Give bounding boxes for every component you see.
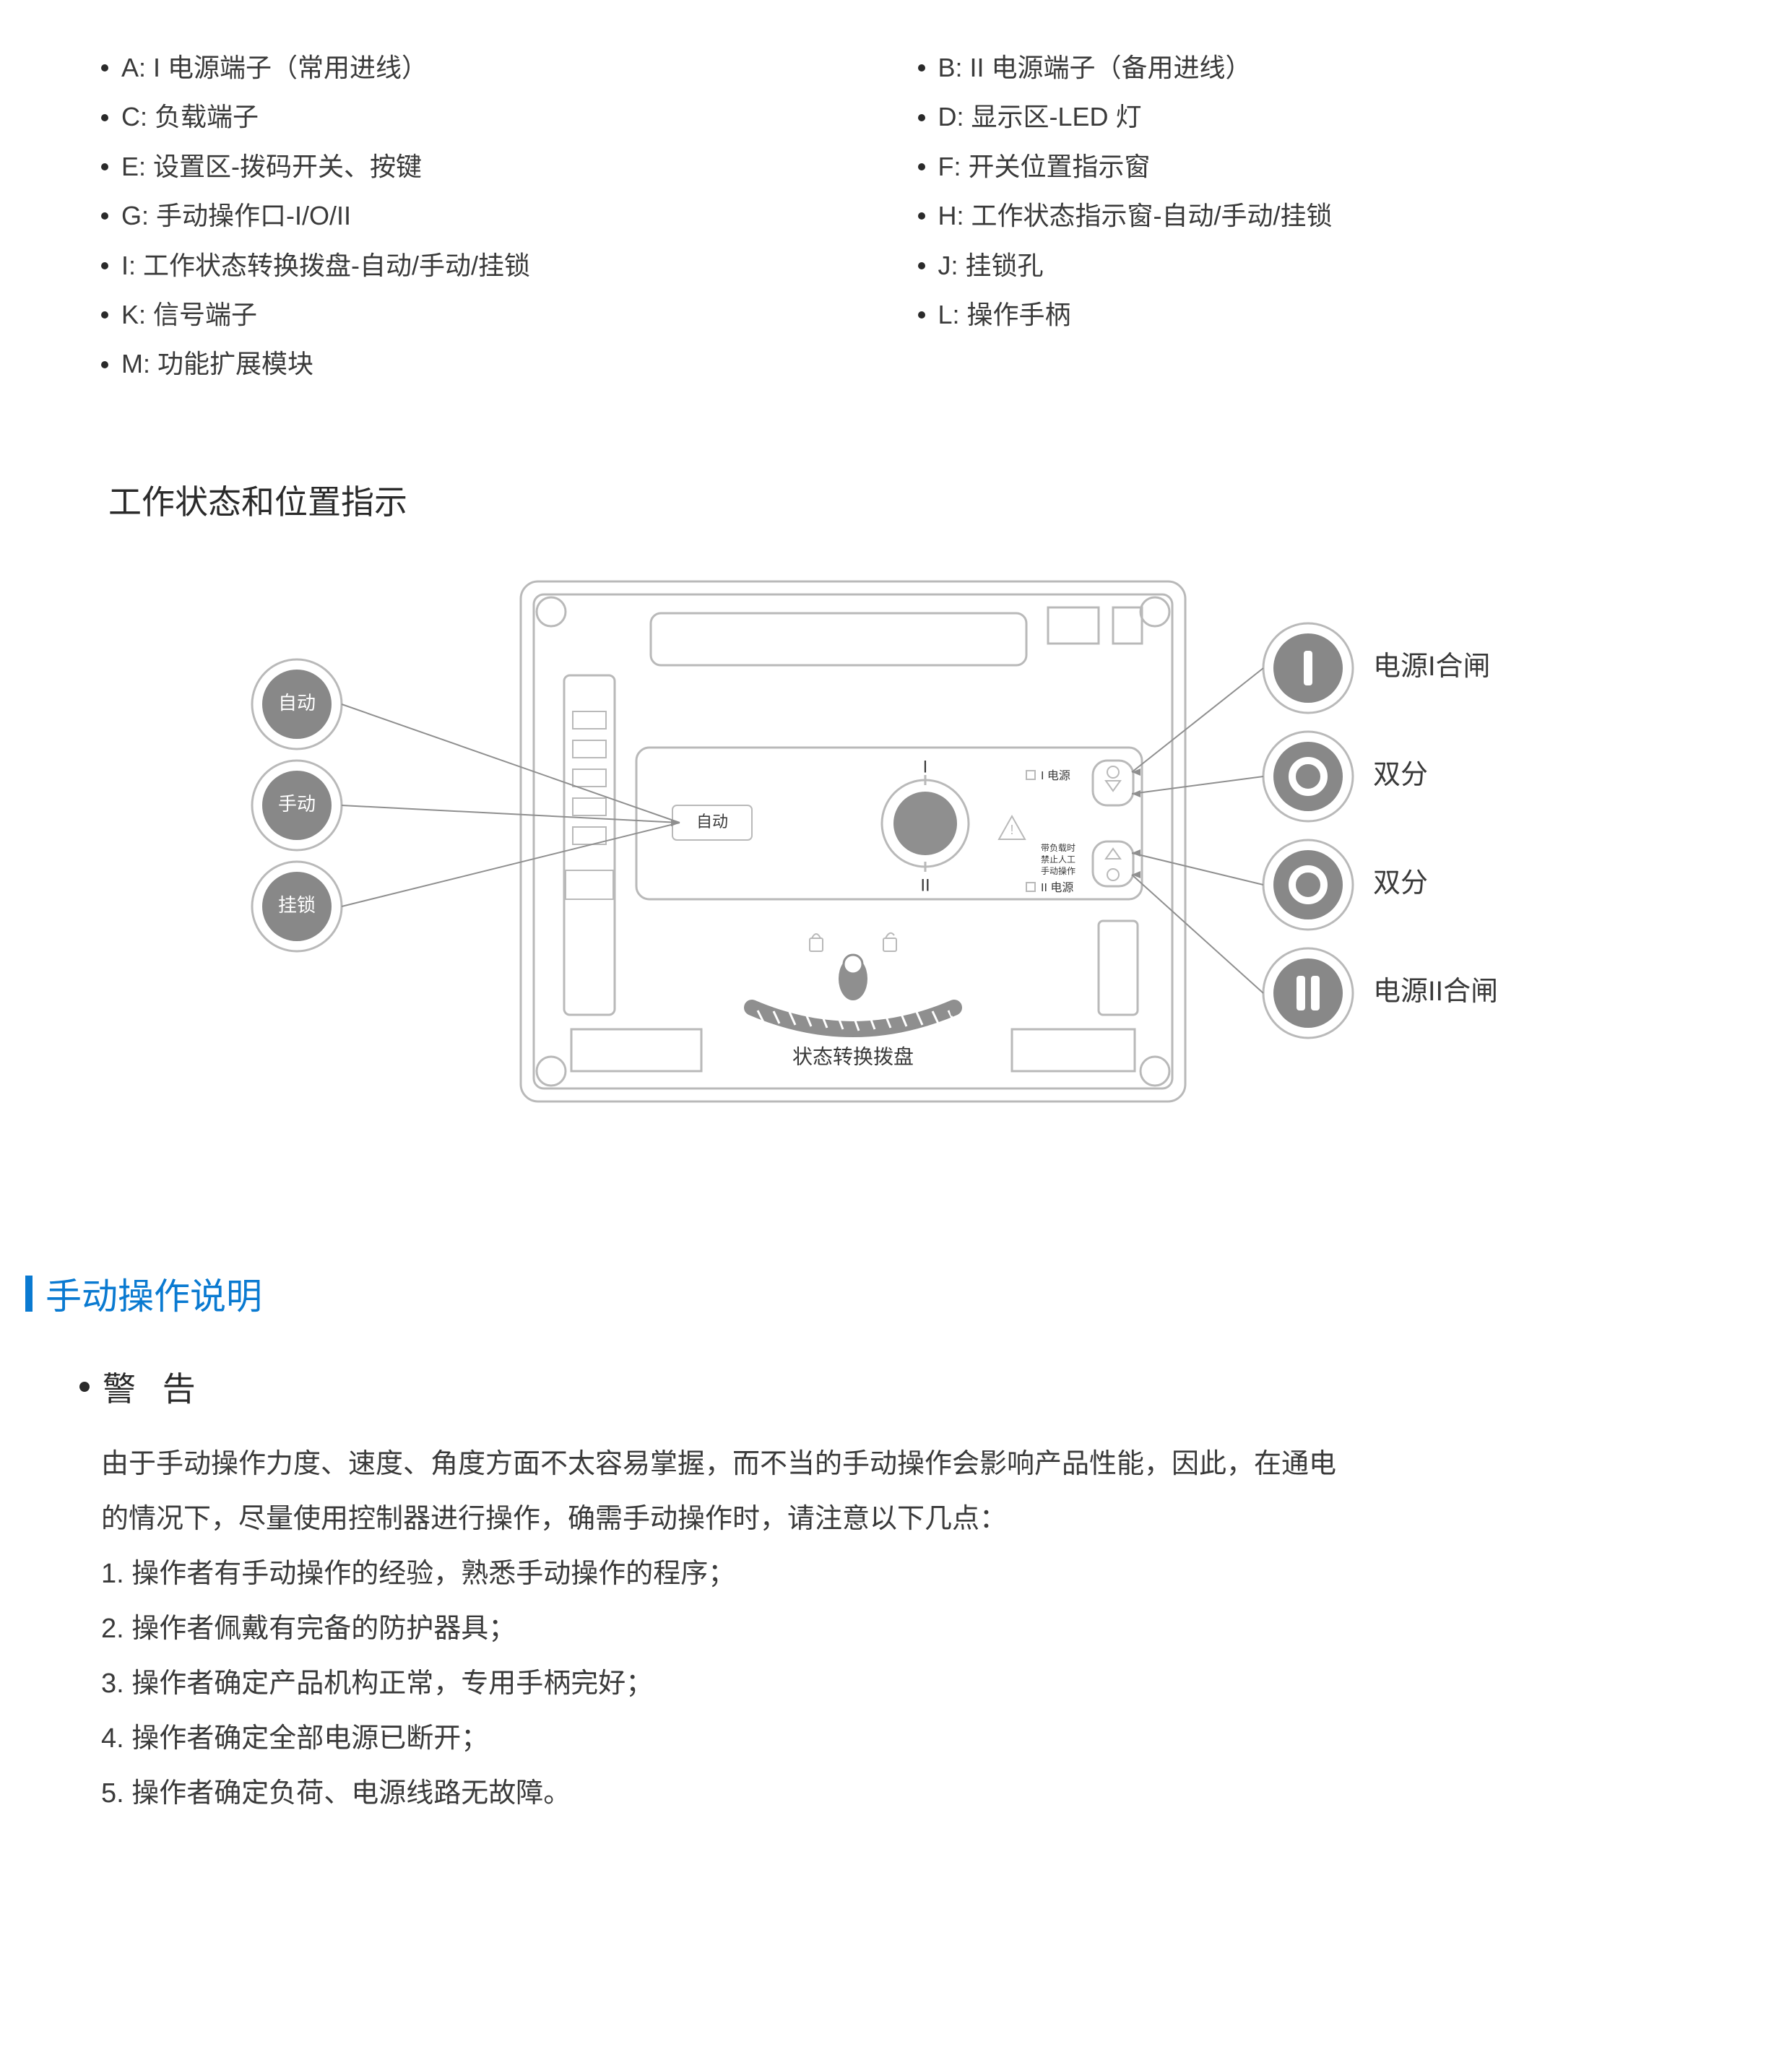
title-bar-icon	[25, 1276, 33, 1312]
svg-text:手动操作: 手动操作	[1041, 865, 1075, 876]
svg-text:挂锁: 挂锁	[277, 894, 315, 916]
svg-text:禁止人工: 禁止人工	[1041, 854, 1075, 865]
warning-intro: 的情况下，尽量使用控制器进行操作，确需手动操作时，请注意以下几点：	[101, 1492, 1691, 1546]
warning-item: 5. 操作者确定负荷、电源线路无故障。	[101, 1766, 1691, 1821]
svg-text:自动: 自动	[277, 692, 315, 714]
legend-item: M: 功能扩展模块	[101, 339, 875, 389]
device-diagram-svg: 自动III!带负载时禁止人工手动操作I 电源II 电源状态转换拨盘自动手动挂锁电…	[210, 560, 1583, 1138]
warning-heading: 警 告	[79, 1363, 1691, 1411]
status-diagram: 自动III!带负载时禁止人工手动操作I 电源II 电源状态转换拨盘自动手动挂锁电…	[101, 560, 1691, 1138]
warning-item: 2. 操作者佩戴有完备的防护器具；	[101, 1601, 1691, 1656]
legend-item: C: 负载端子	[101, 92, 875, 142]
legend-column-right: B: II 电源端子（备用进线） D: 显示区-LED 灯 F: 开关位置指示窗…	[918, 43, 1692, 389]
svg-text:电源I合闸: 电源I合闸	[1373, 651, 1491, 682]
svg-text:双分: 双分	[1373, 760, 1428, 790]
legend-item: F: 开关位置指示窗	[918, 142, 1692, 191]
legend-item: K: 信号端子	[101, 290, 875, 339]
manual-section-title: 手动操作说明	[25, 1268, 1691, 1320]
svg-text:双分: 双分	[1373, 868, 1428, 899]
warning-body: 由于手动操作力度、速度、角度方面不太容易掌握，而不当的手动操作会影响产品性能，因…	[101, 1437, 1691, 1821]
svg-text:II 电源: II 电源	[1041, 881, 1073, 894]
svg-text:状态转换拨盘: 状态转换拨盘	[792, 1045, 913, 1068]
svg-text:II: II	[920, 875, 930, 895]
svg-text:!: !	[1010, 822, 1013, 836]
legend-item: D: 显示区-LED 灯	[918, 92, 1692, 142]
svg-text:I 电源: I 电源	[1041, 769, 1070, 782]
svg-text:手动: 手动	[277, 793, 315, 815]
legend-item: J: 挂锁孔	[918, 241, 1692, 290]
warning-item: 4. 操作者确定全部电源已断开；	[101, 1711, 1691, 1766]
legend-column-left: A: I 电源端子（常用进线） C: 负载端子 E: 设置区-拨码开关、按键 G…	[101, 43, 875, 389]
legend-item: G: 手动操作口-I/O/II	[101, 191, 875, 241]
legend-item: I: 工作状态转换拨盘-自动/手动/挂锁	[101, 241, 875, 290]
legend-item: E: 设置区-拨码开关、按键	[101, 142, 875, 191]
warning-intro: 由于手动操作力度、速度、角度方面不太容易掌握，而不当的手动操作会影响产品性能，因…	[101, 1437, 1691, 1492]
legend-item: A: I 电源端子（常用进线）	[101, 43, 875, 92]
legend-item: L: 操作手柄	[918, 290, 1692, 339]
legend-item: H: 工作状态指示窗-自动/手动/挂锁	[918, 191, 1692, 241]
svg-text:自动: 自动	[696, 813, 727, 831]
manual-section-title-text: 手动操作说明	[46, 1268, 262, 1320]
svg-text:带负载时: 带负载时	[1041, 843, 1075, 853]
parts-legend: A: I 电源端子（常用进线） C: 负载端子 E: 设置区-拨码开关、按键 G…	[101, 43, 1691, 389]
warning-title-text: 警 告	[103, 1363, 204, 1411]
warning-item: 1. 操作者有手动操作的经验，熟悉手动操作的程序；	[101, 1546, 1691, 1601]
svg-text:I: I	[922, 757, 927, 776]
legend-item: B: II 电源端子（备用进线）	[918, 43, 1692, 92]
svg-text:电源II合闸: 电源II合闸	[1373, 977, 1498, 1007]
warning-item: 3. 操作者确定产品机构正常，专用手柄完好；	[101, 1656, 1691, 1711]
bullet-icon	[79, 1382, 90, 1392]
status-heading: 工作状态和位置指示	[108, 476, 1691, 524]
